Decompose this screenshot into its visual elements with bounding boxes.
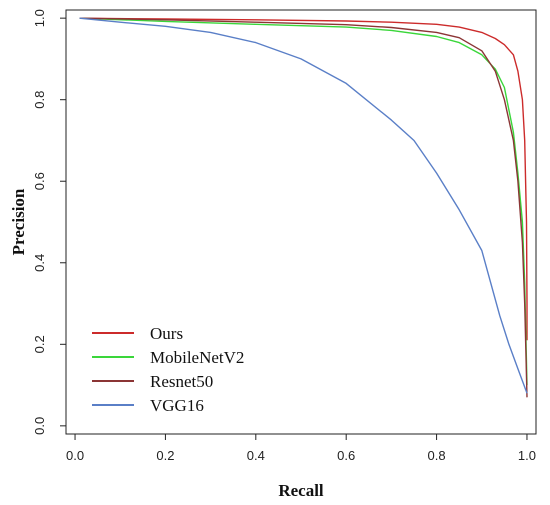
legend-label-1: MobileNetV2 [150,348,244,367]
series-line-0 [79,17,528,341]
legend-label-2: Resnet50 [150,372,213,391]
x-tick-label-3: 0.6 [337,448,355,463]
series-layer [79,17,528,398]
x-axis-title: Recall [278,481,324,500]
y-tick-label-5: 1.0 [32,9,47,27]
x-tick-label-4: 0.8 [428,448,446,463]
y-tick-label-2: 0.4 [32,254,47,272]
x-tick-label-0: 0.0 [66,448,84,463]
legend-label-3: VGG16 [150,396,204,415]
x-tick-label-1: 0.2 [156,448,174,463]
y-tick-label-1: 0.2 [32,335,47,353]
x-axis: 0.0 0.2 0.4 0.6 0.8 1.0 [66,434,536,463]
y-tick-label-3: 0.6 [32,172,47,190]
y-tick-label-0: 0.0 [32,417,47,435]
y-axis: 0.0 0.2 0.4 0.6 0.8 1.0 [32,9,66,435]
legend: Ours MobileNetV2 Resnet50 VGG16 [92,324,244,415]
x-tick-label-2: 0.4 [247,448,265,463]
plot-frame [65,9,537,435]
x-tick-label-5: 1.0 [518,448,536,463]
legend-label-0: Ours [150,324,183,343]
series-line-3 [79,17,528,394]
y-axis-title: Precision [9,188,28,255]
y-tick-label-4: 0.8 [32,91,47,109]
series-line-2 [79,17,528,398]
series-line-1 [79,17,528,386]
